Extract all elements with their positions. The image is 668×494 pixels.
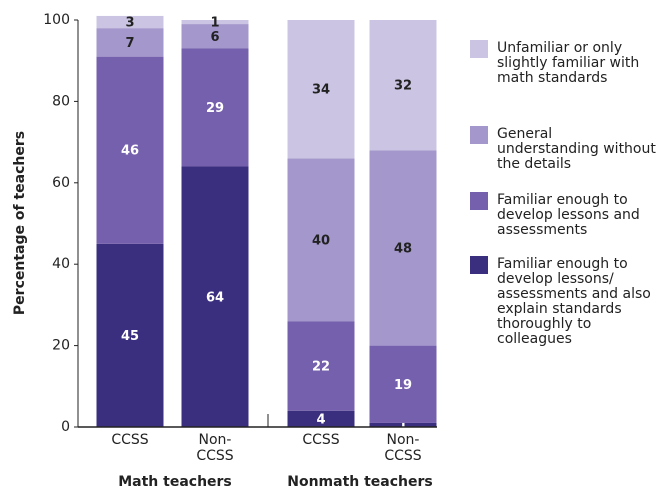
- data-label: 29: [206, 101, 224, 116]
- y-tick-label: 60: [52, 175, 70, 191]
- bar-segment: [181, 20, 249, 25]
- y-tick-label: 20: [52, 338, 70, 354]
- data-label: 32: [394, 79, 412, 94]
- y-tick-label: 0: [61, 419, 70, 435]
- legend-swatch: [470, 40, 488, 58]
- data-label: 7: [125, 36, 134, 51]
- x-tick-label: CCSS: [302, 432, 340, 448]
- y-tick-label: 100: [43, 12, 70, 28]
- legend-label: General understanding without the detail…: [497, 126, 656, 172]
- data-label: 40: [312, 233, 330, 248]
- bar-segment: [96, 56, 164, 244]
- bar-segment: [181, 166, 249, 427]
- bar-segment: [96, 15, 164, 29]
- bar-segment: [96, 28, 164, 57]
- group-label: Nonmath teachers: [287, 474, 433, 490]
- bar-segment: [181, 24, 249, 49]
- data-label: 1: [210, 16, 219, 31]
- bar-segment: [287, 20, 355, 159]
- bar-segment: [287, 410, 355, 427]
- y-tick-label: 40: [52, 256, 70, 272]
- data-label: 45: [121, 329, 139, 344]
- data-label: 6: [210, 30, 219, 45]
- bar-segment: [181, 48, 249, 167]
- data-label: 46: [121, 144, 139, 159]
- data-label: 34: [312, 83, 330, 98]
- data-label: 64: [206, 290, 224, 305]
- group-label: Math teachers: [118, 474, 232, 490]
- bar-segment: [369, 150, 437, 346]
- bar-segment: [369, 345, 437, 423]
- data-label: 19: [394, 378, 412, 393]
- data-label: 4: [316, 412, 325, 427]
- legend-swatch: [470, 192, 488, 210]
- y-tick-label: 80: [52, 93, 70, 109]
- bar-segment: [369, 422, 437, 427]
- x-tick-label: Non-CCSS: [196, 432, 234, 464]
- legend-swatch: [470, 256, 488, 274]
- bar-segment: [287, 158, 355, 322]
- data-label: 48: [394, 241, 412, 256]
- bar-segment: [96, 243, 164, 427]
- x-tick-label: CCSS: [111, 432, 149, 448]
- y-axis-label: Percentage of teachers: [12, 131, 28, 315]
- data-label: 3: [125, 16, 134, 31]
- data-label: 22: [312, 359, 330, 374]
- bar-segment: [369, 20, 437, 151]
- legend-label: Unfamiliar or only slightly familiar wit…: [497, 40, 640, 86]
- x-tick-label: Non-CCSS: [384, 432, 422, 464]
- bar-segment: [287, 321, 355, 411]
- data-label: 1: [398, 418, 407, 433]
- legend-label: Familiar enough to develop lessons and a…: [497, 192, 640, 238]
- legend-label: Familiar enough to develop lessons/ asse…: [497, 256, 651, 347]
- legend-swatch: [470, 126, 488, 144]
